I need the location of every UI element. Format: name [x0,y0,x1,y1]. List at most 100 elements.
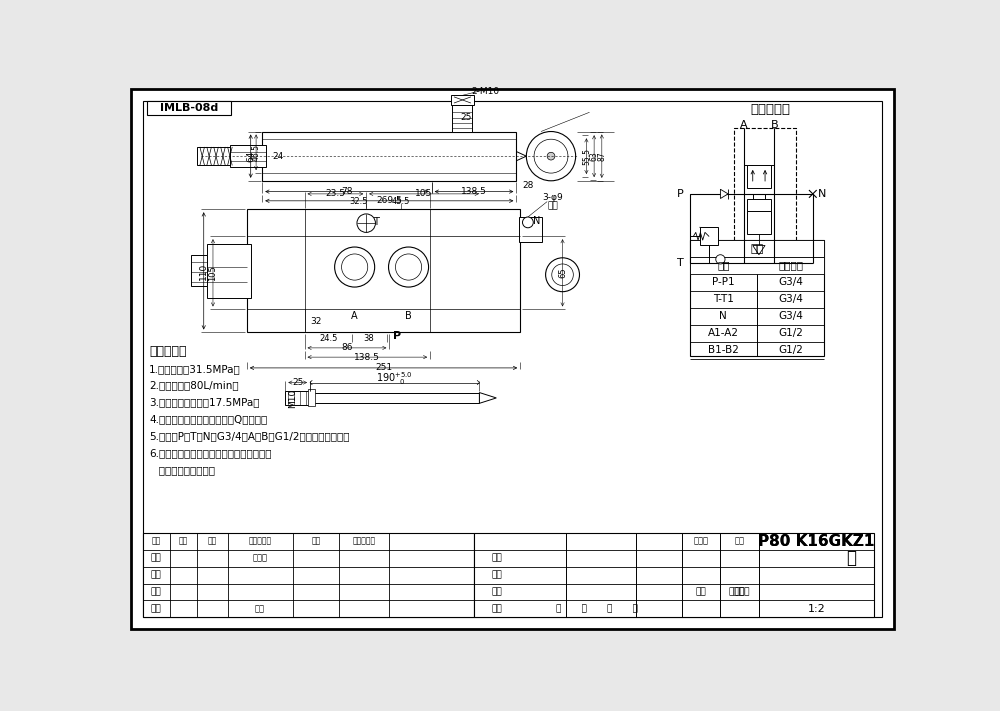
Text: 阶段标记: 阶段标记 [729,587,750,597]
Text: 2.公称流量：80L/min；: 2.公称流量：80L/min； [149,380,239,390]
Circle shape [342,254,368,280]
Bar [690,257,824,274]
Text: A: A [740,119,747,129]
Text: 审核: 审核 [492,587,502,597]
Bar [285,391,314,405]
Bar [247,209,520,333]
Text: 38: 38 [363,334,374,343]
Text: 校对: 校对 [492,570,502,579]
Text: G3/4: G3/4 [778,294,803,304]
Text: 更改文件号: 更改文件号 [249,537,272,545]
Text: 共       张       第       张: 共 张 第 张 [556,604,638,614]
Bar [690,240,824,356]
Text: 55.5: 55.5 [582,148,591,165]
Text: 25: 25 [461,113,472,122]
Text: 年、月、日: 年、月、日 [353,537,376,545]
Text: $190^{+5.0}_{\ \ 0}$: $190^{+5.0}_{\ \ 0}$ [376,370,413,387]
Bar [207,244,251,298]
Circle shape [552,264,573,286]
Text: IMLB-08d: IMLB-08d [160,103,218,114]
Text: 比例: 比例 [734,587,745,597]
Text: 6.阀体表面磷化处理，安全阀及螺堡镀锌，: 6.阀体表面磷化处理，安全阀及螺堡镀锌， [149,449,272,459]
Text: 原本号: 原本号 [694,537,709,545]
Bar [519,217,542,242]
Text: P80 K16GKZ1: P80 K16GKZ1 [758,534,875,549]
Text: 46.5: 46.5 [252,144,261,161]
Circle shape [389,247,429,287]
Text: 87: 87 [597,151,606,161]
Circle shape [357,214,375,232]
Text: 28: 28 [522,181,534,190]
Text: 32.5: 32.5 [349,197,368,206]
Text: 138.5: 138.5 [354,353,380,362]
Text: 5.油口：P、T、N为G3/4；A、B为G1/2；均为平面密封；: 5.油口：P、T、N为G3/4；A、B为G1/2；均为平面密封； [149,432,350,442]
Text: 决象: 决象 [179,537,188,545]
Text: 3-φ9: 3-φ9 [542,193,563,202]
Text: 标准化: 标准化 [252,554,267,562]
Text: 技术要求：: 技术要求： [149,346,187,358]
Text: P: P [393,331,401,341]
Text: T-T1: T-T1 [713,294,734,304]
Text: 65: 65 [558,267,567,278]
Text: T: T [373,218,379,228]
Text: B1-B2: B1-B2 [708,346,739,356]
Text: 105: 105 [208,265,217,281]
Polygon shape [720,189,728,198]
Text: 24.5: 24.5 [319,334,338,343]
Bar [147,102,231,115]
Circle shape [523,217,533,228]
Bar [310,392,479,403]
Text: N: N [818,189,826,199]
Text: 1.公称压力：31.5MPa；: 1.公称压力：31.5MPa； [149,364,241,374]
Text: P: P [677,189,684,199]
Bar [308,390,315,407]
Text: 批准: 批准 [255,604,265,614]
Circle shape [395,254,422,280]
Text: G1/2: G1/2 [778,346,803,356]
Bar [747,211,771,234]
Text: 4.控制方式：手动控制，前推Q型阀杆；: 4.控制方式：手动控制，前推Q型阀杆； [149,415,267,424]
Text: 阀体: 阀体 [750,244,764,254]
Text: 3.溢流阀调定压力：17.5MPa；: 3.溢流阀调定压力：17.5MPa； [149,397,260,407]
Text: 分区: 分区 [208,537,217,545]
Text: 设计: 设计 [492,554,502,562]
Polygon shape [479,392,496,403]
Text: P-P1: P-P1 [712,277,735,287]
Text: 64: 64 [246,151,255,162]
Bar [143,533,474,617]
Text: 标记: 标记 [152,537,161,545]
Text: 78: 78 [341,187,353,196]
Text: 签名: 签名 [312,537,321,545]
Text: 液压原理图: 液压原理图 [750,102,790,116]
Text: 版本: 版本 [735,537,745,545]
Circle shape [547,152,555,160]
Text: 螺纹规格: 螺纹规格 [778,260,803,270]
Circle shape [716,255,725,264]
Text: P80 K16GKZ1: P80 K16GKZ1 [758,534,875,549]
Text: T: T [677,258,684,268]
Bar [747,199,771,223]
Text: 校对: 校对 [151,570,161,579]
Text: 23.5: 23.5 [325,189,345,198]
Text: 269.5: 269.5 [376,196,402,205]
Bar [474,533,874,617]
Text: 251: 251 [375,363,392,373]
Text: G3/4: G3/4 [778,311,803,321]
Polygon shape [753,245,765,255]
Text: 105: 105 [415,189,433,198]
Text: M10: M10 [289,388,298,407]
Text: 24: 24 [272,151,283,161]
Bar [451,95,474,105]
Bar [747,165,771,188]
Text: 工艺: 工艺 [151,604,161,614]
Bar [452,105,472,132]
Text: G3/4: G3/4 [778,277,803,287]
Text: 通孔: 通孔 [547,201,558,210]
Text: 45.5: 45.5 [392,197,410,206]
Text: 63: 63 [590,151,599,161]
Text: 2-M10: 2-M10 [471,87,500,96]
Bar [700,227,718,245]
Text: B: B [770,119,778,129]
Bar [191,255,207,287]
Text: 接口: 接口 [717,260,730,270]
